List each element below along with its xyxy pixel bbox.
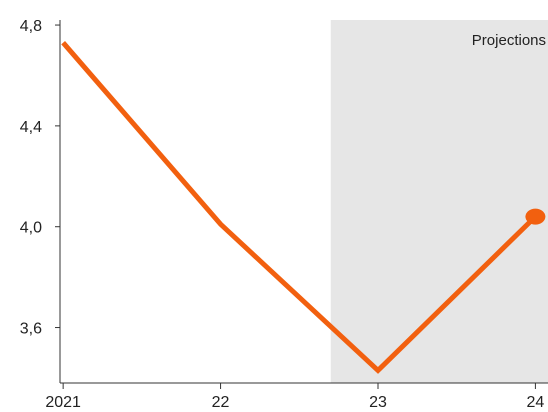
- y-ticks: 3,6 4,0 4,4 4,8: [20, 18, 60, 338]
- y-tick-label: 4,0: [20, 220, 42, 237]
- x-tick-label: 23: [369, 394, 387, 411]
- y-tick-label: 4,4: [20, 119, 42, 136]
- projection-region: [330, 20, 548, 383]
- series-group: [61, 41, 546, 374]
- y-tick-label: 3,6: [20, 321, 42, 338]
- x-tick-label: 24: [527, 394, 545, 411]
- series-end-marker: [525, 208, 546, 225]
- x-tick-label: 2021: [45, 394, 81, 411]
- y-tick-label: 4,8: [20, 18, 42, 35]
- x-tick-label: 22: [212, 394, 230, 411]
- projection-label: Projections: [472, 32, 546, 49]
- series-line: [61, 41, 538, 374]
- x-ticks: 2021 22 23 24: [45, 383, 544, 411]
